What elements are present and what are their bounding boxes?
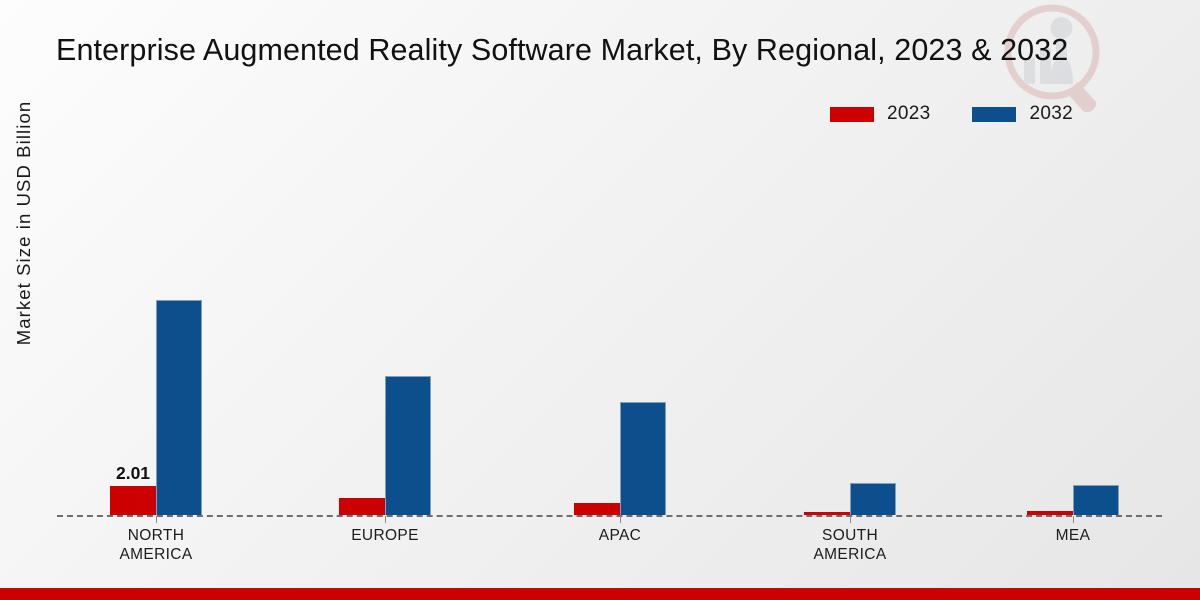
x-axis-tick: [156, 516, 157, 523]
x-axis-label-apac: APAC: [598, 527, 642, 544]
bar-2023-apac[interactable]: [574, 503, 620, 515]
bar-2032-europe[interactable]: [385, 376, 431, 515]
legend-label-2032: 2032: [1029, 103, 1073, 124]
x-axis-label-north-america: NORTH AMERICA: [119, 527, 193, 563]
legend-swatch-2023: [830, 106, 874, 122]
x-axis-label-mea: MEA: [1055, 527, 1091, 544]
bar-2032-south-america[interactable]: [850, 483, 896, 515]
bar-2023-europe[interactable]: [339, 498, 385, 515]
bar-2023-north-america[interactable]: [110, 485, 156, 515]
legend-item-2023[interactable]: 2023: [830, 103, 930, 125]
x-axis-tick: [385, 516, 386, 523]
x-axis-label-europe: EUROPE: [351, 527, 419, 544]
legend-label-2023: 2023: [887, 103, 931, 124]
chart-title: Enterprise Augmented Reality Software Ma…: [56, 33, 1069, 67]
bar-2023-mea[interactable]: [1027, 510, 1073, 515]
bar-value-label: 2.01: [115, 462, 151, 483]
chart-legend: 2023 2032: [830, 103, 1073, 125]
bar-2032-apac[interactable]: [620, 402, 666, 515]
x-axis-tick: [620, 516, 621, 523]
footer-accent-stripe: [0, 588, 1200, 600]
x-axis-label-south-america: SOUTH AMERICA: [813, 527, 887, 563]
bar-2032-mea[interactable]: [1073, 484, 1119, 515]
bar-2023-south-america[interactable]: [804, 511, 850, 515]
x-axis-tick: [1073, 516, 1074, 523]
legend-swatch-2032: [972, 106, 1017, 122]
x-axis-tick: [850, 516, 851, 523]
legend-item-2032[interactable]: 2032: [972, 103, 1073, 125]
x-axis-baseline: [57, 515, 1162, 517]
bar-2032-north-america[interactable]: [156, 300, 202, 515]
